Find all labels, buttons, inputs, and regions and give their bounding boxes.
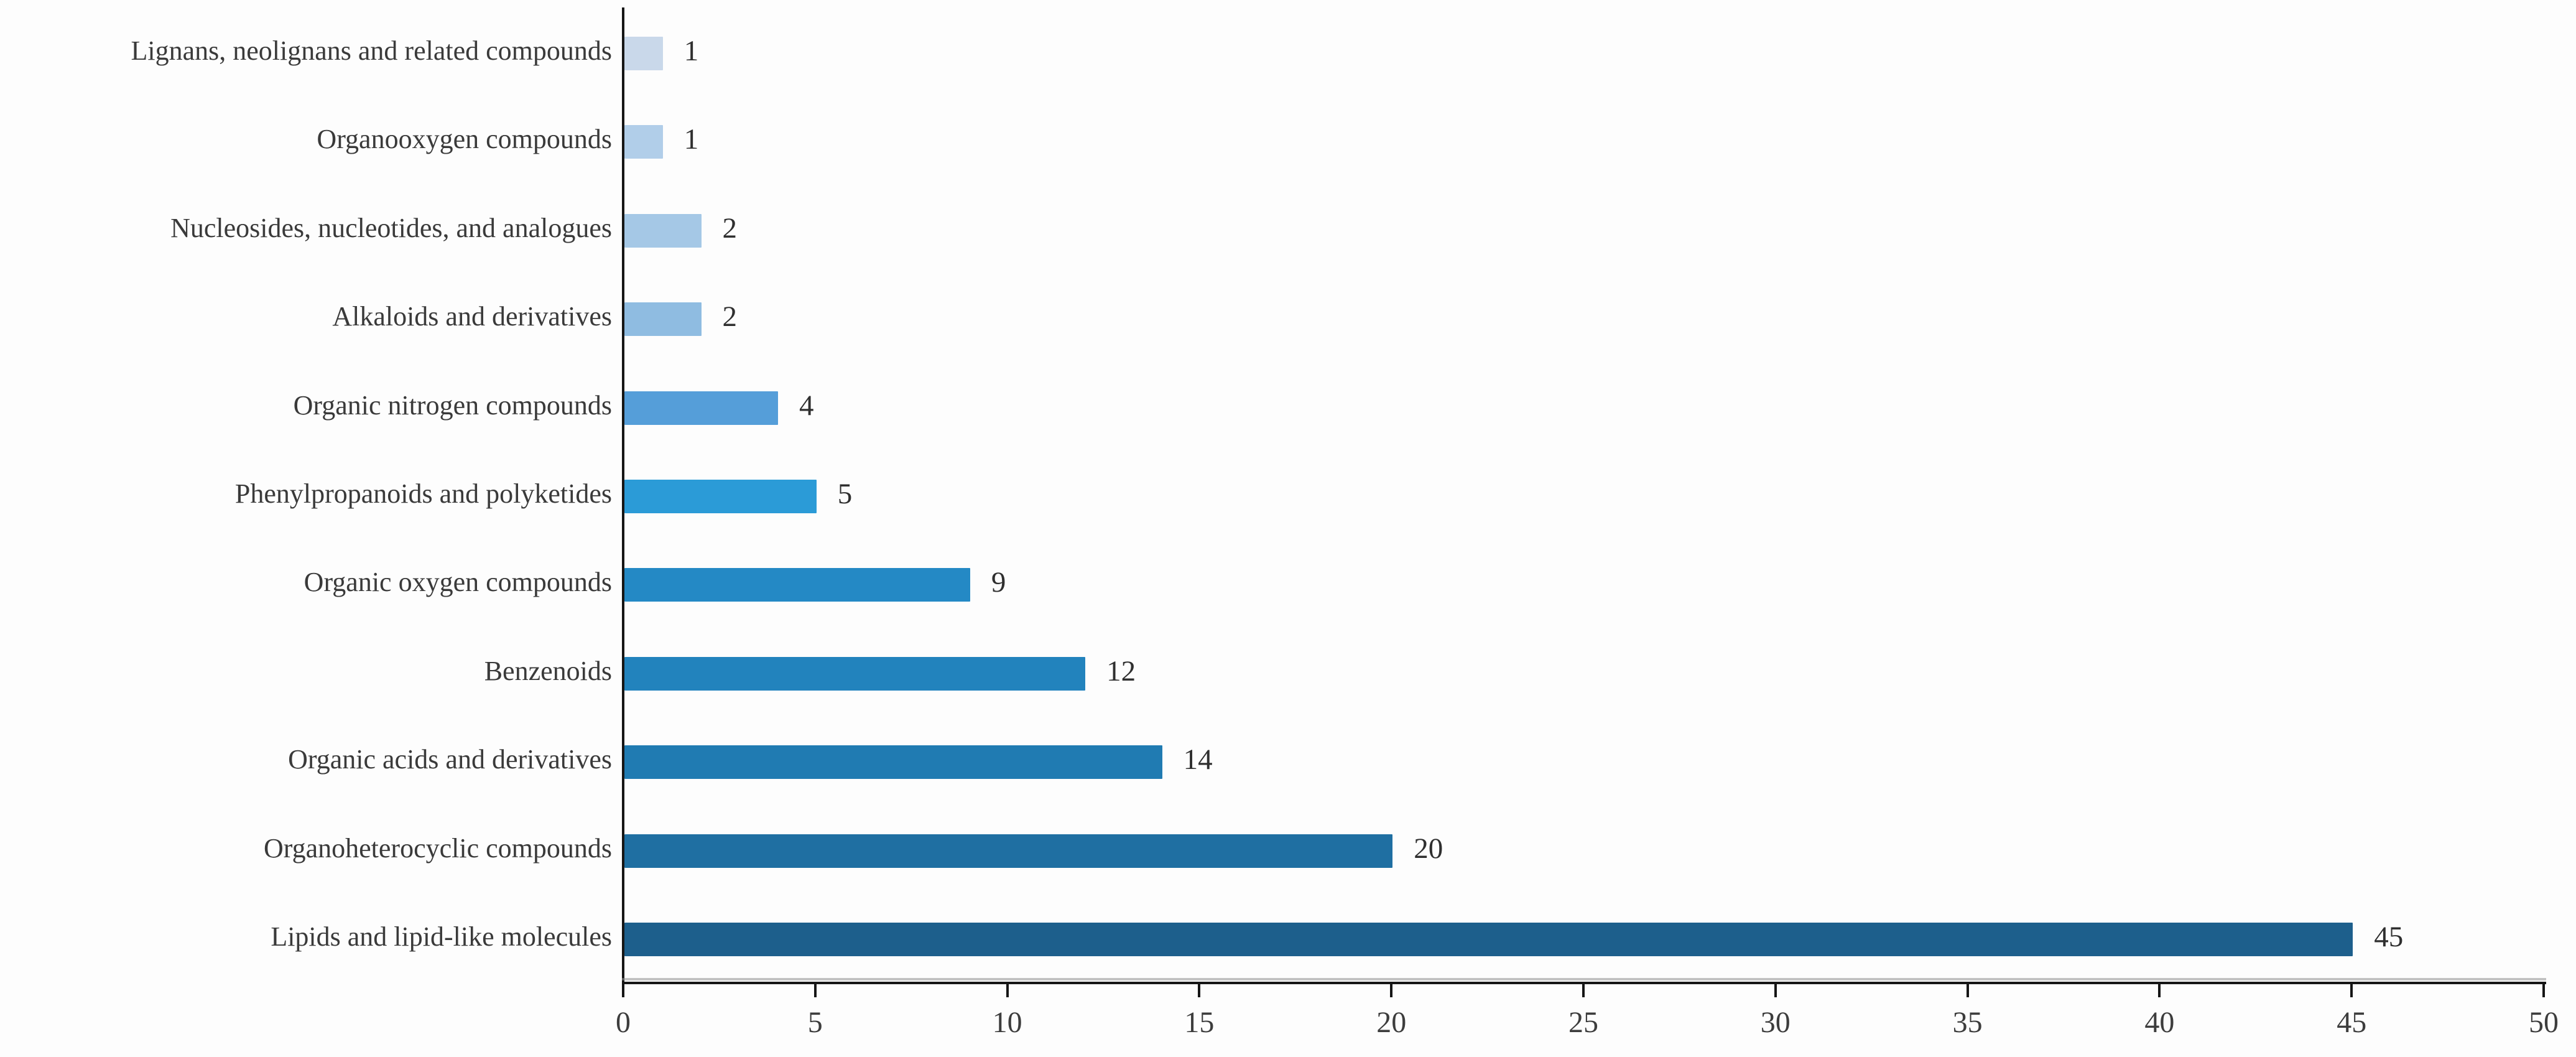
x-axis-tick [1198,984,1201,997]
value-label: 1 [683,35,699,67]
category-label: Nucleosides, nucleotides, and analogues [170,212,612,243]
bar [624,391,779,425]
x-axis-tick [1006,984,1009,997]
x-axis-tick [2542,984,2545,997]
x-axis-line [622,982,2546,984]
x-axis-tick [1582,984,1585,997]
bar [624,568,970,602]
x-axis-tick [1390,984,1393,997]
category-label: Lignans, neolignans and related compound… [131,35,612,66]
value-label: 45 [2374,921,2404,953]
x-axis-tick-label: 5 [807,1006,823,1039]
bar [624,125,663,159]
value-label: 1 [683,123,699,156]
x-axis-tick-label: 25 [1568,1006,1598,1039]
category-label: Organoheterocyclic compounds [263,832,612,864]
bar [624,745,1162,780]
bar [624,302,702,337]
category-label: Organic oxygen compounds [303,567,612,598]
x-axis-tick-label: 20 [1376,1006,1407,1039]
x-axis-tick [813,984,817,997]
x-axis-tick-label: 50 [2529,1006,2559,1039]
value-label: 12 [1106,654,1136,687]
x-axis-tick-label: 35 [1952,1006,1983,1039]
category-label: Lipids and lipid-like molecules [271,921,612,952]
category-label: Alkaloids and derivatives [332,301,612,332]
x-axis-tick-label: 15 [1184,1006,1215,1039]
category-label: Organooxygen compounds [317,124,612,155]
value-label: 5 [837,478,853,510]
x-axis-tick-label: 40 [2144,1006,2175,1039]
x-axis-tick-label: 10 [992,1006,1022,1039]
x-axis-tick-label: 0 [616,1006,631,1039]
category-label: Organic acids and derivatives [288,744,612,775]
x-axis-tick [2158,984,2161,997]
x-axis-tick-label: 45 [2337,1006,2367,1039]
y-axis-line [622,7,624,984]
x-axis-tick [1966,984,1969,997]
x-axis-tick [622,984,624,997]
value-label: 2 [722,300,738,333]
value-label: 4 [799,389,814,422]
x-axis-tick-label: 30 [1760,1006,1791,1039]
x-axis-tick [1774,984,1777,997]
bar [624,834,1393,868]
x-axis-tick [2350,984,2353,997]
bar [624,656,1086,691]
value-label: 2 [722,212,738,244]
value-label: 9 [991,566,1006,599]
bar [624,213,702,248]
value-label: 20 [1414,832,1443,865]
value-label: 14 [1183,743,1213,776]
bar [624,923,2353,956]
bar [624,480,817,513]
bar [624,37,663,70]
category-label: Benzenoids [484,655,612,686]
category-label: Phenylpropanoids and polyketides [234,478,612,509]
category-label: Organic nitrogen compounds [293,389,612,421]
